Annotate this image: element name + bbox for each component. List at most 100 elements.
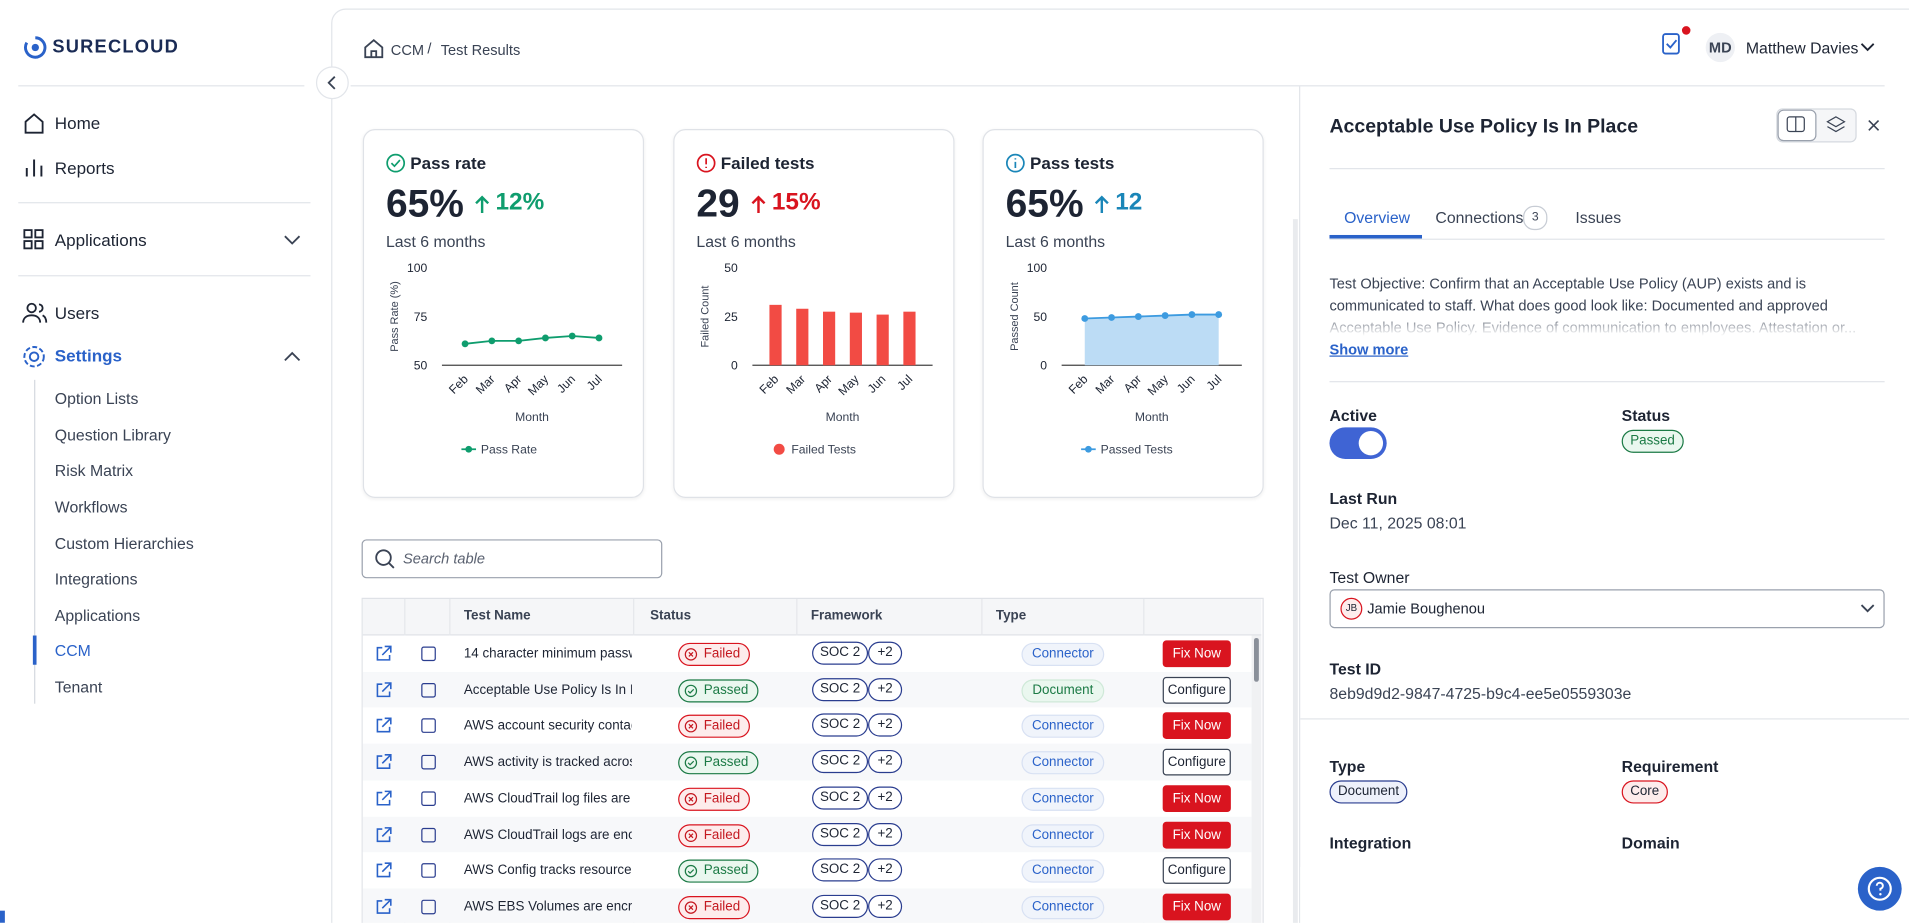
view-option[interactable] [1777,109,1817,142]
framework-more[interactable]: +2 [868,894,903,918]
help-button[interactable] [1855,864,1904,913]
bar [823,311,836,366]
nav-item[interactable]: Reports [54,158,115,178]
framework-more[interactable]: +2 [868,858,903,882]
action-button[interactable]: Fix Now [1162,821,1231,848]
test-name[interactable]: AWS CloudTrail logs are encry [463,827,632,842]
x-tick-label: May [1145,371,1172,398]
y-axis-label: Failed Count [700,286,712,348]
icon [376,645,392,661]
framework-more[interactable]: +2 [868,641,903,665]
logo-icon [24,36,47,59]
layers-icon[interactable] [1826,116,1846,133]
sub-nav-item[interactable]: CCM [54,641,91,660]
sub-nav-item[interactable]: Risk Matrix [54,461,134,480]
search-box[interactable] [361,539,663,579]
owner-select[interactable] [1329,589,1885,629]
row-checkbox[interactable] [421,754,436,770]
row-checkbox[interactable] [421,899,436,915]
breadcrumb-home[interactable] [363,38,385,60]
column-header[interactable]: Framework [810,608,883,624]
link-box[interactable] [375,862,392,883]
link-box[interactable] [375,826,392,847]
action-button[interactable]: Configure [1162,857,1231,885]
breadcrumb[interactable]: CCM [390,41,425,59]
sub-nav-item[interactable]: Integrations [54,569,138,589]
framework-more[interactable]: +2 [868,822,903,846]
field-label: Status [1621,406,1671,425]
tab[interactable]: Connections [1435,208,1524,227]
test-name[interactable]: Acceptable Use Policy Is In Pl [463,682,632,698]
row-checkbox[interactable] [421,718,436,734]
test-name[interactable]: AWS account security contac [463,718,632,734]
nav-item[interactable]: Applications [54,230,147,250]
kpi-arrow [751,195,766,214]
chevron[interactable] [1859,601,1876,616]
status-icon-box [684,828,698,845]
sub-nav-item[interactable]: Custom Hierarchies [54,534,194,553]
status-pill: Passed [1621,429,1684,453]
type-pill: Connector [1021,715,1105,739]
action-button[interactable]: Fix Now [1162,893,1231,921]
toggle[interactable] [1329,427,1387,459]
chevron[interactable] [282,348,301,365]
scroll-thumb[interactable] [1253,637,1259,682]
action-button[interactable]: Fix Now [1162,712,1231,740]
nav-item[interactable]: Users [54,303,100,323]
tab[interactable]: Overview [1344,208,1411,227]
chevron[interactable] [282,231,301,248]
test-name[interactable]: AWS Config tracks resource c [463,863,632,879]
tasks-icon[interactable] [1658,24,1695,61]
bar [876,314,889,366]
tab[interactable]: Issues [1575,208,1622,227]
framework-more[interactable]: +2 [868,750,903,774]
framework-more[interactable]: +2 [868,786,903,810]
framework-more[interactable]: +2 [868,713,903,738]
action-button[interactable]: Fix Now [1162,785,1231,812]
test-name[interactable]: AWS activity is tracked acros [463,754,632,770]
show-more[interactable]: Show more [1329,340,1409,358]
link-box[interactable] [375,717,392,739]
sub-nav-item[interactable]: Applications [54,606,141,625]
test-name[interactable]: AWS EBS Volumes are encryp [463,899,632,915]
user-name[interactable]: Matthew Davies [1745,38,1859,58]
kpi-change: 15% [771,188,821,216]
framework-more[interactable]: +2 [868,677,903,701]
link-box[interactable] [375,681,392,702]
test-name[interactable]: 14 character minimum passw [463,646,632,662]
action-button[interactable]: Fix Now [1162,640,1231,668]
nav-item[interactable]: Home [54,113,101,133]
row-checkbox[interactable] [421,827,436,842]
action-button[interactable]: Configure [1162,748,1231,776]
row-checkbox[interactable] [421,863,436,879]
link-box[interactable] [375,898,392,919]
x-tick-label: Jul [894,372,915,393]
link-box[interactable] [375,645,392,666]
field-label: Integration [1329,833,1412,853]
status-pill: Failed [678,715,750,739]
sub-nav-item[interactable]: Tenant [54,678,103,697]
row-checkbox[interactable] [421,791,436,806]
test-name[interactable]: AWS CloudTrail log files are v [463,791,632,806]
sub-nav-item[interactable]: Option Lists [54,389,139,408]
collapse-button[interactable] [315,66,349,100]
column-header[interactable]: Type [995,608,1027,624]
row-checkbox[interactable] [421,646,436,662]
link-box[interactable] [375,754,392,775]
close-icon[interactable] [1866,118,1881,133]
type-pill: Connector [1021,895,1105,920]
field-value: 8eb9d9d2-9847-4725-b9c4-ee5e0559303e [1329,684,1632,703]
point [542,334,549,342]
action-button[interactable]: Configure [1162,676,1231,704]
sub-nav-item[interactable]: Workflows [54,497,128,517]
chevron[interactable] [1859,40,1876,55]
avatar[interactable]: MD [1705,32,1735,63]
column-header[interactable]: Status [650,608,692,624]
sub-nav-item[interactable]: Question Library [54,426,171,445]
link-box[interactable] [375,790,392,811]
status-icon [684,792,698,806]
icon [684,720,698,733]
nav-item[interactable]: Settings [54,345,123,366]
row-checkbox[interactable] [421,682,436,698]
column-header[interactable]: Test Name [463,608,531,624]
